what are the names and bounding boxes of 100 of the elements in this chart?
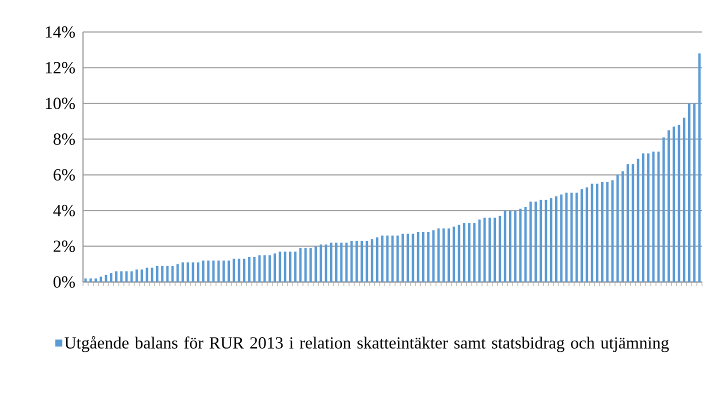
- y-tick-label: 0%: [54, 276, 75, 288]
- bar: [248, 257, 250, 282]
- bar: [416, 232, 420, 282]
- bar: [636, 158, 640, 282]
- bar: [89, 278, 92, 282]
- bar: [473, 223, 476, 282]
- bar: [442, 228, 445, 282]
- bar: [166, 266, 169, 282]
- bar: [182, 262, 184, 282]
- bar: [274, 253, 276, 282]
- y-tick-label: 2%: [54, 240, 75, 252]
- bar: [350, 240, 353, 282]
- bar: [504, 210, 506, 282]
- bar: [575, 192, 578, 282]
- bar: [580, 189, 583, 282]
- bar: [596, 184, 598, 282]
- bar: [402, 234, 404, 282]
- bar: [120, 271, 123, 282]
- bar: [94, 278, 97, 282]
- bar: [360, 240, 364, 282]
- bar: [140, 270, 144, 282]
- bar: [232, 258, 236, 282]
- bar: [84, 278, 87, 282]
- bar: [508, 210, 512, 282]
- bar: [406, 234, 410, 282]
- bar: [682, 118, 686, 282]
- bar: [268, 255, 271, 282]
- bar: [330, 242, 332, 282]
- y-tick-label: 14%: [46, 26, 75, 38]
- y-tick-label: 12%: [46, 62, 75, 74]
- bar: [381, 236, 384, 282]
- bar: [616, 174, 619, 282]
- y-tick-label: 6%: [54, 169, 75, 181]
- y-tick-label: 8%: [54, 133, 75, 145]
- bar: [448, 228, 450, 282]
- bar: [688, 103, 690, 282]
- y-tick-label: 10%: [46, 98, 75, 110]
- bar: [202, 260, 204, 282]
- bar: [156, 266, 158, 282]
- bar: [540, 200, 542, 282]
- bar: [662, 137, 665, 282]
- bar: [601, 182, 604, 282]
- bar: [196, 262, 200, 282]
- bar: [396, 236, 399, 282]
- bar: [314, 246, 317, 282]
- bar: [284, 252, 286, 282]
- bar: [355, 240, 358, 282]
- bar: [626, 164, 630, 282]
- bar: [427, 232, 430, 282]
- bar: [534, 202, 537, 282]
- bar: [437, 228, 440, 282]
- bar: [494, 218, 496, 282]
- bar: [468, 223, 470, 282]
- bar: [309, 248, 312, 282]
- bar: [652, 152, 655, 282]
- bar: [253, 257, 256, 282]
- bar: [288, 252, 292, 282]
- bar: [550, 198, 552, 282]
- bar: [432, 230, 435, 282]
- bar: [488, 218, 491, 282]
- bar: [150, 268, 154, 282]
- bar: [294, 252, 297, 282]
- bar: [186, 262, 190, 282]
- bar: [161, 266, 164, 282]
- bar: [222, 260, 225, 282]
- bar: [207, 260, 210, 282]
- bar: [366, 240, 368, 282]
- bar: [529, 202, 532, 282]
- bar: [570, 192, 573, 282]
- bar: [299, 248, 302, 282]
- bar: [555, 196, 558, 282]
- bar: [136, 270, 138, 282]
- bar: [130, 271, 133, 282]
- bar: [422, 232, 424, 282]
- bar: [498, 216, 502, 282]
- legend-label: Utgående balans för RUR 2013 i relation skatteintäkter samt statsbidrag och utjämning: [64, 336, 669, 352]
- bar: [110, 273, 112, 282]
- bar: [228, 260, 230, 282]
- bar: [514, 210, 516, 282]
- bar: [483, 218, 486, 282]
- bar: [335, 242, 338, 282]
- bar: [386, 236, 389, 282]
- bar: [519, 208, 522, 282]
- bar: [622, 171, 624, 282]
- bar: [560, 194, 563, 282]
- bar: [176, 264, 179, 282]
- bar: [672, 126, 676, 282]
- bar: [647, 153, 650, 282]
- bar: [100, 276, 102, 282]
- bar: [668, 130, 670, 282]
- y-tick-label: 4%: [53, 204, 75, 216]
- bar: [586, 187, 588, 282]
- bar: [217, 260, 220, 282]
- bar: [606, 182, 609, 282]
- bar: [242, 258, 246, 282]
- bar: [452, 226, 456, 282]
- bar: [376, 237, 378, 282]
- bar: [642, 153, 644, 282]
- bar: [115, 271, 118, 282]
- bar: [693, 103, 696, 282]
